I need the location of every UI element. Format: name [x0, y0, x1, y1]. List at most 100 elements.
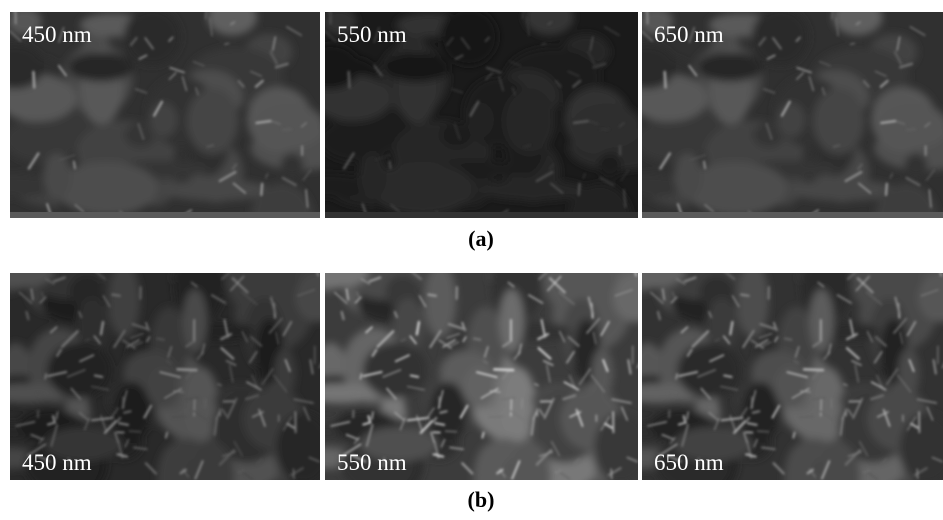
scene-strand	[804, 369, 823, 370]
scene-shape	[905, 153, 928, 178]
panel-label: 550 nm	[337, 450, 407, 475]
scene-shape	[504, 88, 556, 154]
scene-shape	[254, 104, 325, 149]
scene-strand	[793, 433, 794, 438]
scene-shape	[187, 88, 239, 154]
scene-strand	[177, 369, 196, 370]
scene-strand	[194, 400, 195, 416]
scene-strand	[293, 469, 294, 478]
scene-strand	[687, 412, 688, 419]
scene-strand	[542, 43, 546, 44]
scene-shape	[508, 442, 551, 510]
scene-strand	[428, 295, 435, 296]
scene-strand	[45, 374, 46, 379]
row-caption: (b)	[468, 487, 495, 512]
scene-shape	[524, 0, 574, 35]
scene-shape	[371, 162, 474, 215]
scene-shape	[43, 153, 71, 199]
scene-shape	[598, 153, 621, 178]
scene-shape	[276, 412, 331, 483]
scene-shape	[813, 88, 865, 154]
scene-shape	[788, 179, 896, 201]
scene-strand	[785, 339, 791, 340]
scene-strand	[372, 412, 373, 419]
scene-strand	[225, 43, 229, 44]
scene-strand	[33, 72, 34, 88]
scene-strand	[669, 394, 674, 396]
scene-strand	[611, 469, 612, 478]
scene-strand	[482, 433, 483, 438]
scene-shape	[777, 102, 805, 137]
image-bottom-band	[642, 212, 943, 218]
scene-shape	[594, 412, 649, 483]
scene-strand	[158, 339, 164, 340]
scene-strand	[489, 416, 503, 417]
scene-shape	[424, 263, 457, 338]
scene-strand	[812, 398, 825, 399]
scene-shape	[47, 343, 111, 398]
scene-shape	[207, 0, 257, 35]
scene-shape	[677, 343, 741, 398]
figure: 450 nm550 nm650 nm(a)450 nm550 nm650 nm(…	[0, 0, 943, 520]
panel-label: 650 nm	[654, 450, 724, 475]
scene-shape	[833, 0, 883, 35]
scene-strand	[494, 369, 513, 370]
scene-strand	[261, 184, 262, 195]
scene-strand	[502, 398, 515, 399]
scene-strand	[129, 431, 140, 432]
scene-shape	[191, 442, 234, 510]
scene-shape	[572, 104, 643, 149]
panel-label: 450 nm	[22, 450, 92, 475]
scene-shape	[674, 153, 702, 199]
panel-label: 650 nm	[654, 22, 724, 47]
scene-shape	[429, 382, 466, 443]
image-panel	[599, 0, 943, 252]
row-caption: (a)	[468, 226, 494, 251]
scene-shape	[157, 443, 192, 514]
scene-shape	[113, 382, 150, 443]
scene-strand	[124, 411, 130, 412]
panel-label: 450 nm	[22, 22, 92, 47]
scene-strand	[665, 72, 666, 88]
scene-strand	[511, 400, 512, 416]
scene-shape	[697, 53, 763, 82]
scene-strand	[799, 416, 813, 417]
scene-shape	[108, 263, 141, 338]
scene-strand	[446, 431, 457, 432]
scene-strand	[349, 72, 350, 88]
scene-strand	[821, 400, 822, 416]
image-bottom-band	[10, 212, 320, 218]
scene-strand	[757, 431, 768, 432]
scene-shape	[149, 102, 177, 137]
scene-shape	[162, 179, 270, 201]
scene-strand	[676, 374, 677, 379]
scene-shape	[359, 153, 387, 199]
scene-strand	[886, 184, 887, 195]
scene-shape	[479, 179, 587, 201]
scene-strand	[360, 374, 361, 379]
image-bottom-band	[325, 212, 638, 218]
scene-strand	[474, 339, 480, 340]
scene-shape	[784, 443, 819, 514]
scene-strand	[38, 394, 43, 396]
scene-shape	[68, 53, 134, 82]
scene-shape	[384, 53, 450, 82]
scene-shape	[635, 118, 711, 162]
scene-shape	[466, 102, 494, 137]
scene-shape	[281, 153, 304, 178]
scene-shape	[319, 118, 395, 162]
scene-strand	[185, 398, 198, 399]
scene-strand	[753, 411, 759, 412]
scene-shape	[363, 343, 427, 398]
page: 450 nm550 nm650 nm(a)450 nm550 nm650 nm(…	[0, 0, 943, 520]
scene-strand	[112, 295, 119, 296]
scene-strand	[579, 184, 580, 195]
scene-shape	[742, 382, 779, 443]
scene-strand	[440, 411, 446, 412]
scene-shape	[313, 75, 391, 122]
scene-strand	[74, 162, 75, 169]
scene-strand	[172, 416, 186, 417]
scene-strand	[57, 412, 58, 419]
scene-shape	[629, 75, 707, 122]
scene-strand	[353, 394, 358, 396]
